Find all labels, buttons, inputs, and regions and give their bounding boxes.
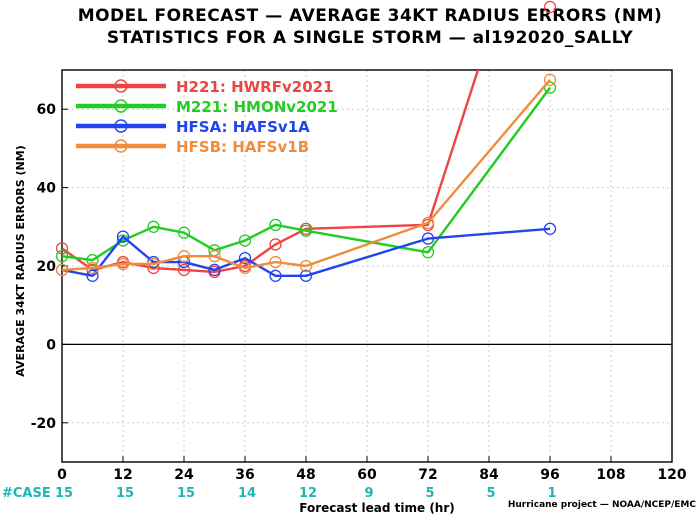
data-point-h221-offscale <box>543 0 557 14</box>
data-point-m221 <box>299 224 313 237</box>
data-point-hfsa <box>116 230 130 243</box>
credit-text: Hurricane project — NOAA/NCEP/EMC <box>507 500 696 510</box>
data-point-m221 <box>421 246 435 259</box>
data-point-h221 <box>55 242 69 255</box>
legend-marker-hfsa <box>114 119 128 133</box>
y-tick-label: 20 <box>37 259 57 275</box>
x-tick-label: 84 <box>479 467 499 483</box>
data-point-hfsa <box>543 222 557 235</box>
data-point-m221 <box>147 220 160 233</box>
data-point-hfsa <box>421 232 435 245</box>
legend-label-m221: M221: HMONv2021 <box>176 98 338 116</box>
y-tick-label: 60 <box>37 102 57 118</box>
data-point-m221 <box>269 218 282 231</box>
data-point-hfsb <box>421 216 435 230</box>
data-point-hfsb <box>543 73 557 86</box>
data-point-hfsb <box>116 257 130 271</box>
x-tick-label: 72 <box>418 467 437 483</box>
case-count-label: #CASE <box>2 486 51 501</box>
x-tick-label: 48 <box>296 467 315 483</box>
case-count-value: 15 <box>177 486 195 501</box>
data-point-hfsa <box>269 269 282 282</box>
data-point-hfsb <box>55 263 69 277</box>
series-line-hfsb <box>62 79 551 272</box>
data-point-hfsb <box>299 259 313 273</box>
data-point-m221 <box>55 250 69 263</box>
x-tick-label: 24 <box>174 467 194 483</box>
data-point-h221 <box>177 263 191 277</box>
y-tick-label: -20 <box>31 416 57 432</box>
case-count-value: 15 <box>116 486 134 501</box>
chart-subtitle: STATISTICS FOR A SINGLE STORM — al192020… <box>106 28 634 48</box>
data-point-m221 <box>238 234 252 247</box>
x-tick-label: 60 <box>357 467 377 483</box>
data-point-hfsb <box>238 261 252 275</box>
legend-label-hfsb: HFSB: HAFSv1B <box>176 138 309 156</box>
x-axis-label: Forecast lead time (hr) <box>299 501 455 515</box>
case-count-value: 1 <box>547 486 556 501</box>
data-point-hfsa <box>238 252 252 265</box>
legend-marker-m221 <box>114 99 128 113</box>
y-axis-label: AVERAGE 34KT RADIUS ERRORS (NM) <box>14 145 27 376</box>
x-tick-label: 36 <box>235 467 254 483</box>
legend-label-h221: H221: HWRFv2021 <box>176 78 334 96</box>
case-count-value: 5 <box>425 486 434 501</box>
legend-marker-h221 <box>114 79 128 93</box>
x-tick-label: 96 <box>540 467 559 483</box>
chart-title: MODEL FORECAST — AVERAGE 34KT RADIUS ERR… <box>77 6 663 26</box>
data-point-hfsb <box>208 250 221 263</box>
case-count-value: 12 <box>299 486 317 501</box>
data-point-hfsb <box>269 255 282 269</box>
y-tick-label: 0 <box>46 337 56 353</box>
case-count-value: 14 <box>238 486 256 501</box>
data-point-hfsa <box>86 269 99 282</box>
y-tick-label: 40 <box>37 181 57 197</box>
data-point-m221 <box>86 253 99 267</box>
data-point-hfsa <box>299 269 313 282</box>
series-line-hfsa <box>62 227 551 277</box>
case-count-value: 5 <box>486 486 495 501</box>
data-point-hfsa <box>208 263 221 277</box>
data-point-hfsb <box>177 250 191 263</box>
legend-marker-hfsb <box>114 139 128 153</box>
x-tick-label: 108 <box>596 467 625 483</box>
data-point-m221 <box>177 226 191 239</box>
x-tick-label: 12 <box>113 467 132 483</box>
x-tick-label: 0 <box>57 467 67 483</box>
x-tick-label: 120 <box>657 467 686 483</box>
data-point-hfsb <box>86 261 99 275</box>
legend-label-hfsa: HFSA: HAFSv1A <box>176 118 310 136</box>
data-point-hfsb <box>147 257 160 271</box>
case-count-value: 9 <box>364 486 373 501</box>
case-count-value: 15 <box>55 486 73 501</box>
data-point-h221 <box>269 238 282 251</box>
